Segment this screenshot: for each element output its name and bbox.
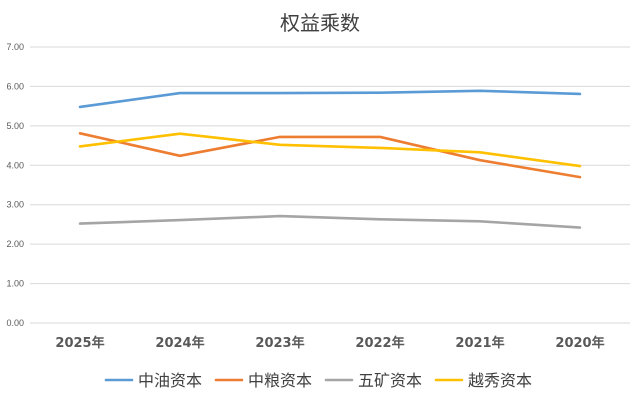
x-axis-ticks: 2025年 2024年 2023年 2022年 2021年 2020年 [55,335,604,351]
y-tick-label: 0.00 [6,318,24,328]
x-tick-label: 2024年 [155,335,204,351]
series-line-0 [78,89,582,109]
legend-label: 五矿资本 [358,371,422,390]
series-lines [78,89,582,229]
y-tick-label: 4.00 [6,160,24,170]
y-tick-label: 3.00 [6,200,24,210]
series-line-2 [78,214,582,229]
series-line-1 [78,132,582,179]
grid-lines [30,46,630,324]
y-tick-label: 2.00 [6,239,24,249]
x-tick-label: 2020年 [555,335,604,351]
x-tick-label: 2023年 [255,335,304,351]
legend-label: 越秀资本 [468,371,532,390]
y-tick-label: 6.00 [6,81,24,91]
x-tick-label: 2025年 [55,335,104,351]
legend: 中油资本 中粮资本 五矿资本 越秀资本 [104,371,532,390]
y-tick-label: 7.00 [6,42,24,52]
legend-label: 中粮资本 [248,371,312,390]
y-tick-label: 1.00 [6,279,24,289]
chart-title: 权益乘数 [280,11,360,35]
x-tick-label: 2022年 [355,335,404,351]
x-tick-label: 2021年 [455,335,504,351]
y-tick-label: 5.00 [6,121,24,131]
legend-label: 中油资本 [138,371,202,390]
series-line-3 [78,132,582,168]
y-axis-ticks: 0.00 1.00 2.00 3.00 4.00 5.00 6.00 7.00 [6,42,24,328]
